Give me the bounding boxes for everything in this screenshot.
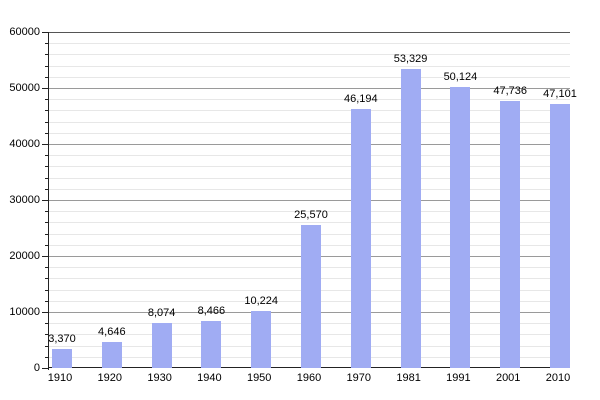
x-tick-label-1930: 1930 [147, 372, 172, 384]
minor-gridline [49, 177, 570, 179]
y-minor-tick [45, 188, 48, 190]
minor-gridline [49, 222, 570, 224]
major-gridline [49, 144, 570, 145]
y-tick-label: 60000 [9, 26, 40, 38]
y-tick-label: 50000 [9, 82, 40, 94]
y-minor-tick [45, 132, 48, 134]
minor-gridline [49, 132, 570, 134]
y-minor-tick [45, 233, 48, 235]
y-major-tick [42, 88, 48, 89]
y-major-tick [42, 144, 48, 145]
y-minor-tick [45, 345, 48, 347]
y-axis-line [48, 32, 49, 370]
y-minor-tick [45, 323, 48, 325]
x-tick-label-1981: 1981 [396, 372, 421, 384]
y-minor-tick [45, 177, 48, 179]
y-minor-tick [45, 155, 48, 157]
y-minor-tick [45, 267, 48, 269]
y-minor-tick [45, 222, 48, 224]
y-minor-tick [45, 65, 48, 67]
y-tick-label: 10000 [9, 306, 40, 318]
major-gridline [49, 200, 570, 201]
bar-value-label-1910: 3,370 [48, 333, 76, 345]
y-major-tick [42, 312, 48, 313]
minor-gridline [49, 166, 570, 168]
y-minor-tick [45, 166, 48, 168]
bar-1991 [450, 87, 471, 368]
x-tick-label-1910: 1910 [47, 372, 73, 384]
x-tick-label-2010: 2010 [545, 372, 571, 384]
bar-value-label-1920: 4,646 [98, 326, 126, 338]
minor-gridline [49, 54, 570, 56]
y-tick-label: 0 [33, 362, 40, 374]
bar-value-label-1960: 25,570 [294, 209, 328, 221]
y-tick-label: 40000 [9, 138, 40, 150]
minor-gridline [49, 121, 570, 123]
bar-value-label-1930: 8,074 [147, 307, 176, 319]
y-minor-tick [45, 278, 48, 280]
y-minor-tick [45, 300, 48, 302]
bar-value-label-1940: 8,466 [197, 305, 226, 317]
bar-1970 [350, 109, 371, 368]
plot-top-border [49, 32, 570, 33]
bar-2010 [550, 104, 570, 368]
x-tick-label-1960: 1960 [296, 372, 322, 384]
y-minor-tick [45, 244, 48, 246]
bar-value-label-1950: 10,224 [244, 295, 279, 307]
y-minor-tick [45, 99, 48, 101]
y-major-tick [42, 200, 48, 201]
chart-plot-area: 3,370 4,646 8,074 8,466 10,224 25,570 46,194 53… [42, 32, 577, 370]
y-minor-tick [45, 110, 48, 112]
y-minor-tick [45, 334, 48, 336]
bar-value-label-1970: 46,194 [343, 93, 378, 105]
y-minor-tick [45, 43, 48, 45]
y-major-tick [42, 32, 48, 33]
y-minor-tick [45, 211, 48, 213]
y-minor-tick [45, 54, 48, 56]
y-minor-tick [45, 76, 48, 78]
bar-1910 [52, 349, 72, 368]
bar-1930 [151, 323, 172, 368]
x-tick-label-1991: 1991 [446, 372, 471, 384]
minor-gridline [49, 99, 570, 101]
bar-value-label-1981: 53,329 [393, 53, 428, 65]
bar-1950 [251, 311, 272, 368]
bar-value-label-1991: 50,124 [443, 71, 478, 83]
y-tick-label: 20000 [9, 250, 40, 262]
minor-gridline [49, 110, 570, 112]
bar-1920 [101, 342, 122, 368]
y-major-tick [42, 256, 48, 257]
minor-gridline [49, 76, 570, 78]
bar-1960 [301, 225, 321, 368]
x-tick-label-1950: 1950 [246, 372, 272, 384]
x-tick-label-2001: 2001 [495, 372, 521, 384]
minor-gridline [49, 211, 570, 213]
x-tick-label-1940: 1940 [197, 372, 222, 384]
y-tick-label: 30000 [9, 194, 40, 206]
y-minor-tick [45, 356, 48, 358]
y-minor-tick [45, 121, 48, 123]
bar-1981 [400, 69, 421, 368]
minor-gridline [49, 65, 570, 67]
x-tick-label-1970: 1970 [346, 372, 372, 384]
major-gridline [49, 88, 570, 89]
minor-gridline [49, 155, 570, 157]
y-major-tick [42, 368, 48, 369]
bar-2001 [500, 101, 521, 368]
bar-value-label-2010: 47,101 [543, 88, 577, 100]
minor-gridline [49, 43, 570, 45]
bar-value-label-2001: 47,736 [493, 85, 528, 97]
x-tick-label-1920: 1920 [97, 372, 123, 384]
bar-1940 [201, 321, 222, 368]
minor-gridline [49, 188, 570, 190]
y-minor-tick [45, 289, 48, 291]
